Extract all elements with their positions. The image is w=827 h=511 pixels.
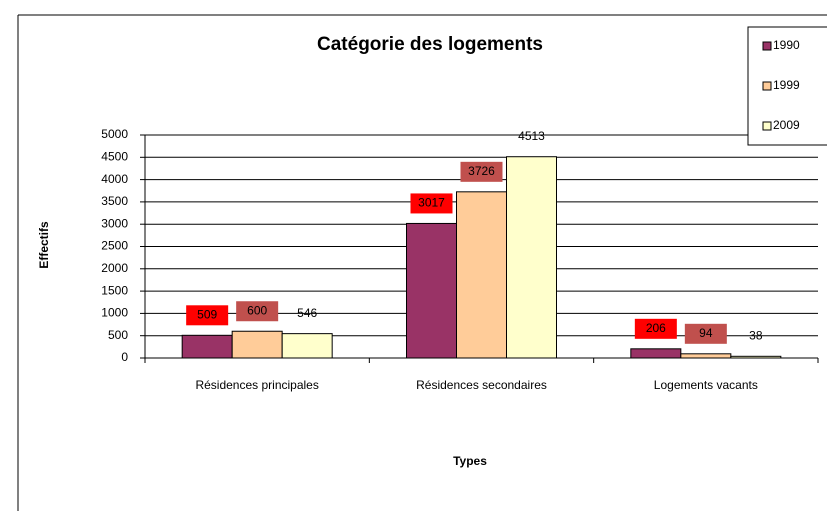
data-label: 3017 xyxy=(418,196,445,210)
data-label: 509 xyxy=(197,307,217,321)
y-tick-label: 1500 xyxy=(101,283,128,297)
bar xyxy=(730,355,782,359)
y-tick-label: 0 xyxy=(121,350,128,364)
data-label: 206 xyxy=(646,321,666,335)
y-tick-label: 5000 xyxy=(101,127,128,141)
bar xyxy=(630,348,682,359)
data-label-bg xyxy=(236,301,279,322)
y-tick-label: 3000 xyxy=(101,216,128,230)
y-tick-label: 2000 xyxy=(101,261,128,275)
legend-swatch xyxy=(762,81,772,91)
y-tick-label: 2500 xyxy=(101,239,128,253)
chart-title: Catégorie des logements xyxy=(317,34,543,55)
data-label-bg xyxy=(684,323,727,344)
x-axis-title: Types xyxy=(453,454,487,468)
y-tick-label: 4500 xyxy=(101,149,128,163)
data-label-bg xyxy=(634,318,677,339)
data-label: 546 xyxy=(297,306,317,320)
bar xyxy=(456,191,507,359)
x-tick-label: Résidences principales xyxy=(195,378,318,392)
y-tick-label: 1000 xyxy=(101,306,128,320)
data-label-bg xyxy=(410,193,453,214)
data-label-bg xyxy=(186,305,229,326)
data-label: 3726 xyxy=(468,164,495,178)
data-label: 94 xyxy=(699,326,713,340)
bar xyxy=(231,330,283,359)
legend-swatch xyxy=(762,41,772,51)
y-tick-label: 4000 xyxy=(101,172,128,186)
legend-label: 2009 xyxy=(773,118,800,132)
bar xyxy=(281,333,333,359)
data-label: 38 xyxy=(749,328,763,342)
legend-swatch xyxy=(762,121,772,131)
y-tick-label: 500 xyxy=(108,328,128,342)
y-axis-title: Effectifs xyxy=(37,221,51,269)
data-label-bg xyxy=(460,161,503,182)
bar xyxy=(680,353,732,359)
x-tick-label: Résidences secondaires xyxy=(416,378,547,392)
legend-label: 1999 xyxy=(773,78,800,92)
y-tick-label: 3500 xyxy=(101,194,128,208)
legend-box xyxy=(747,26,827,146)
x-tick-label: Logements vacants xyxy=(654,378,758,392)
data-label: 600 xyxy=(247,303,267,317)
bar xyxy=(506,156,557,359)
legend-label: 1990 xyxy=(773,38,800,52)
data-label: 4513 xyxy=(518,129,545,143)
bar xyxy=(181,334,233,359)
bar xyxy=(406,222,457,359)
